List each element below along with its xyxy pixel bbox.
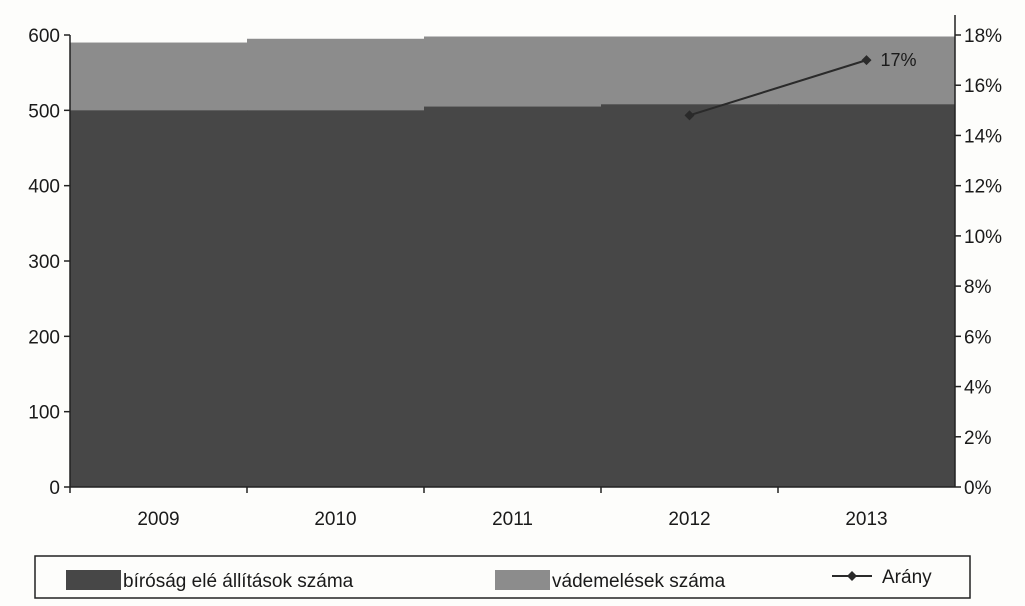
plot-area: 17% <box>70 36 956 488</box>
x-tick-label: 2011 <box>492 509 533 530</box>
x-tick-label: 2009 <box>137 509 179 530</box>
y-left-tick-label: 400 <box>28 177 60 198</box>
point-arany-2012 <box>684 110 695 121</box>
point-arany-2013 <box>861 55 872 66</box>
legend-label-arany: Arány <box>882 567 932 588</box>
bar-birosag-2013 <box>778 104 956 487</box>
bar-birosag-2011 <box>424 106 602 488</box>
y-left-tick-label: 0 <box>49 478 60 499</box>
bar-birosag-2012 <box>601 104 779 487</box>
y-left-tick-label: 600 <box>28 26 60 47</box>
y-left-tick-label: 500 <box>28 101 60 122</box>
y-right-tick-label: 4% <box>964 378 992 399</box>
legend-label-birosag: bíróság elé állítások száma <box>123 571 354 592</box>
y-right-tick-label: 6% <box>964 327 992 348</box>
bar-birosag-2009 <box>70 110 248 487</box>
y-right-tick-label: 8% <box>964 277 992 298</box>
y-right-tick-label: 18% <box>964 26 1002 47</box>
bar-birosag-2010 <box>247 110 425 487</box>
y-left-tick-label: 300 <box>28 252 60 273</box>
y-right-tick-label: 14% <box>964 126 1002 147</box>
y-right-tick-label: 16% <box>964 76 1002 97</box>
legend-swatch-vademelesek <box>495 570 550 590</box>
legend-label-vademelesek: vádemelések száma <box>552 571 726 592</box>
line-arany <box>689 59 867 117</box>
y-left-tick-label: 100 <box>28 403 60 424</box>
y-right-tick-label: 10% <box>964 227 1002 248</box>
legend: bíróság elé állítások száma vádemelések s… <box>34 555 971 599</box>
legend-swatch-birosag <box>66 570 121 590</box>
y-left-tick-label: 200 <box>28 327 60 348</box>
x-tick-label: 2012 <box>668 509 710 530</box>
y-right-tick-label: 12% <box>964 177 1002 198</box>
y-right-tick-label: 0% <box>964 478 992 499</box>
legend-marker-arany <box>847 571 857 581</box>
data-label-0: 17% <box>881 50 917 70</box>
y-right-tick-label: 2% <box>964 428 992 449</box>
axes: 0 100 200 300 400 500 600 0% 2% 4% 6% 8% 10% 12% 14% 16… <box>28 15 1002 530</box>
x-tick-label: 2013 <box>845 509 887 530</box>
x-tick-label: 2010 <box>314 509 356 530</box>
